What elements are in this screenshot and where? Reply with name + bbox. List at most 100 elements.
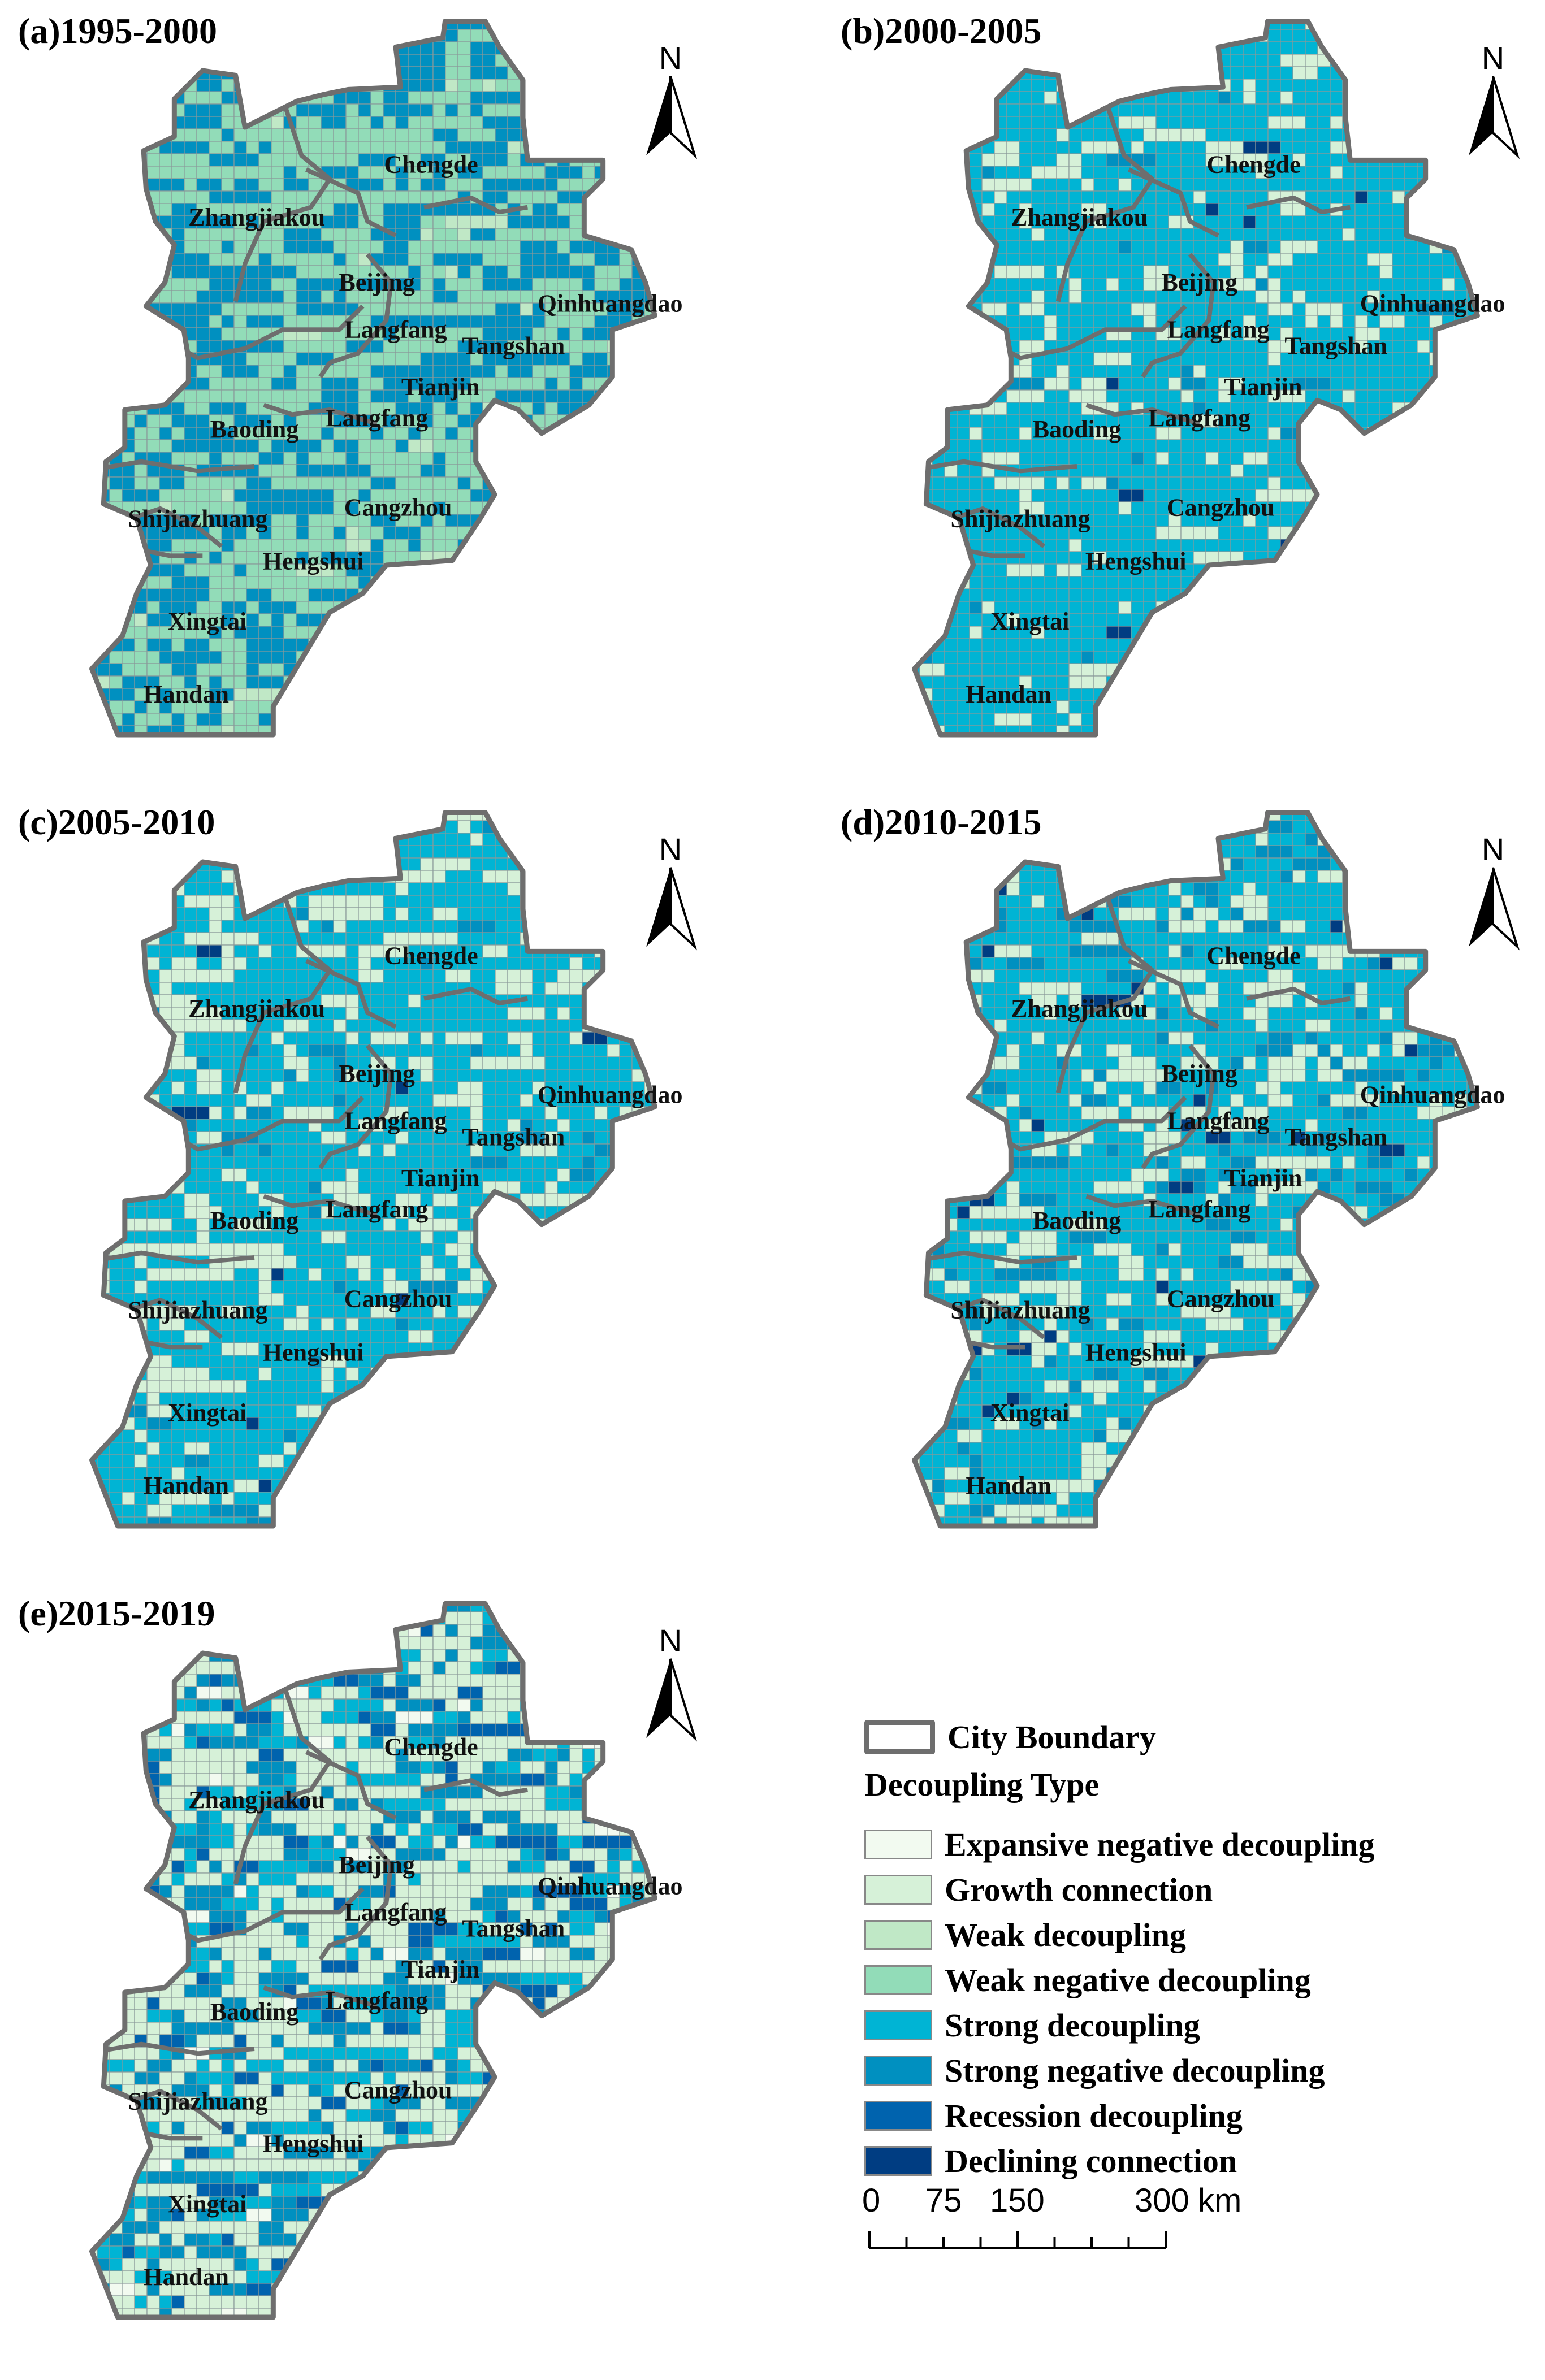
grid-cell (969, 439, 983, 453)
grid-cell (1442, 265, 1455, 279)
grid-cell (507, 601, 521, 614)
grid-cell (1417, 79, 1430, 92)
grid-cell (507, 41, 521, 55)
grid-cell (582, 253, 595, 266)
grid-cell (258, 153, 272, 167)
grid-cell (544, 551, 558, 565)
grid-cell (395, 713, 409, 726)
grid-cell (457, 414, 471, 428)
grid-cell (1267, 315, 1281, 328)
grid-cell (308, 29, 322, 42)
grid-cell (271, 79, 284, 92)
grid-cell (358, 464, 371, 478)
grid-cell (1019, 389, 1032, 403)
grid-cell (445, 128, 458, 142)
grid-cell (395, 352, 409, 366)
grid-cell (594, 41, 608, 55)
grid-cell (582, 327, 595, 341)
grid-cell (134, 365, 148, 378)
grid-cell (1044, 253, 1057, 266)
grid-cell (1379, 141, 1393, 154)
grid-cell (258, 700, 272, 714)
grid-cell (981, 153, 995, 167)
grid-cell (258, 651, 272, 664)
grid-cell (944, 563, 958, 577)
grid-cell (1205, 103, 1219, 117)
grid-cell (109, 340, 123, 353)
grid-cell (482, 365, 496, 378)
grid-cell (159, 66, 172, 80)
grid-cell (582, 563, 595, 577)
grid-cell (383, 253, 396, 266)
grid-cell (1280, 203, 1293, 216)
grid-cell (457, 203, 471, 216)
grid-cell (134, 66, 148, 80)
grid-cell (507, 265, 521, 279)
grid-cell (557, 663, 570, 677)
grid-cell (1044, 29, 1057, 42)
grid-cell (619, 501, 633, 515)
grid-cell (92, 141, 98, 154)
grid-cell (1093, 588, 1107, 602)
grid-cell (944, 576, 958, 589)
grid-cell (184, 103, 197, 117)
grid-cell (544, 576, 558, 589)
grid-cell (557, 228, 570, 241)
grid-cell (271, 29, 284, 42)
grid-cell (1454, 141, 1468, 154)
grid-cell (1404, 21, 1418, 30)
grid-cell (1081, 21, 1094, 30)
grid-cell (1118, 103, 1132, 117)
grid-cell (1031, 476, 1045, 490)
grid-cell (1305, 141, 1318, 154)
grid-cell (1118, 514, 1132, 527)
grid-cell (457, 79, 471, 92)
grid-cell (914, 377, 920, 391)
grid-cell (482, 290, 496, 304)
grid-cell (1180, 166, 1194, 179)
grid-cell (420, 638, 434, 652)
grid-cell (184, 713, 197, 726)
grid-cell (594, 253, 608, 266)
grid-cell (383, 713, 396, 726)
grid-cell (631, 588, 645, 602)
grid-cell (1031, 551, 1045, 565)
grid-cell (371, 738, 383, 751)
grid-cell (258, 166, 272, 179)
grid-cell (1454, 128, 1468, 142)
grid-cell (919, 278, 933, 291)
grid-cell (507, 228, 521, 241)
grid-cell (1454, 340, 1468, 353)
grid-cell (1093, 66, 1107, 80)
grid-cell (358, 688, 371, 701)
grid-cell (969, 79, 983, 92)
grid-cell (246, 651, 259, 664)
grid-cell (1118, 588, 1132, 602)
grid-cell (370, 29, 384, 42)
grid-cell (171, 427, 185, 440)
city-label: Langfang (345, 315, 447, 343)
grid-cell (370, 377, 384, 391)
grid-cell (570, 738, 582, 751)
grid-cell (333, 141, 347, 154)
grid-cell (283, 190, 297, 204)
grid-cell (395, 116, 409, 129)
grid-cell (308, 489, 322, 502)
grid-cell (994, 365, 1007, 378)
grid-cell (1379, 116, 1393, 129)
grid-cell (619, 203, 633, 216)
grid-cell (1454, 439, 1468, 453)
grid-cell (457, 638, 471, 652)
grid-cell (1330, 178, 1343, 192)
grid-cell (1280, 476, 1293, 490)
grid-cell (914, 66, 920, 80)
grid-cell (122, 700, 135, 714)
grid-cell (470, 302, 483, 316)
grid-cell (1442, 439, 1455, 453)
grid-cell (1417, 539, 1430, 552)
grid-cell (607, 427, 620, 440)
grid-cell (1006, 539, 1020, 552)
grid-cell (1267, 253, 1281, 266)
grid-cell (122, 327, 135, 341)
grid-cell (221, 402, 235, 415)
